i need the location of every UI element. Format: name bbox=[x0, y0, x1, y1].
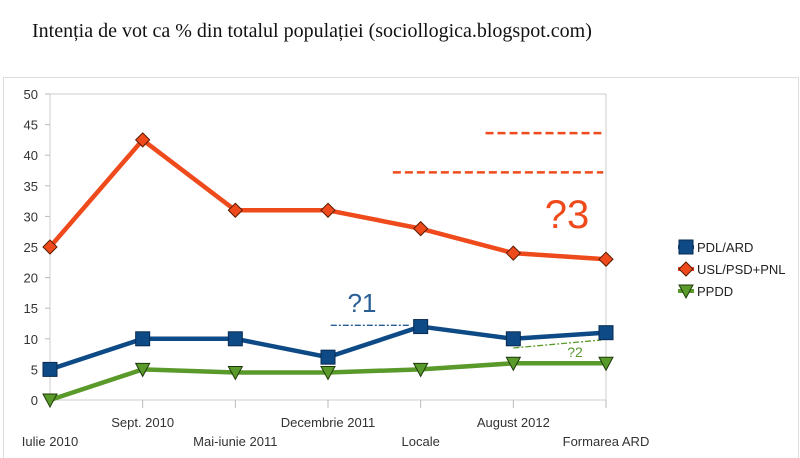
data-point bbox=[134, 362, 151, 378]
y-tick-label: 35 bbox=[24, 179, 38, 194]
data-point bbox=[598, 251, 614, 267]
data-point bbox=[320, 365, 336, 381]
legend-marker bbox=[678, 284, 694, 300]
annotation-line bbox=[513, 339, 602, 349]
annotation-label: ?3 bbox=[545, 193, 590, 237]
y-tick-label: 15 bbox=[24, 301, 38, 316]
data-point bbox=[412, 362, 429, 378]
series-line-usl-psd-pnl bbox=[48, 137, 607, 262]
data-point bbox=[227, 331, 243, 347]
y-tick-label: 0 bbox=[31, 393, 38, 408]
data-point bbox=[134, 132, 151, 148]
x-tick-label: Iulie 2010 bbox=[22, 434, 78, 449]
legend-label: PPDD bbox=[697, 284, 733, 299]
data-point bbox=[598, 325, 614, 341]
data-point bbox=[227, 202, 244, 218]
annotation-label: ?2 bbox=[567, 344, 583, 360]
data-point bbox=[505, 245, 522, 261]
data-point bbox=[412, 220, 429, 237]
x-tick-label: Locale bbox=[402, 434, 440, 449]
x-tick-label: Sept. 2010 bbox=[111, 415, 174, 430]
x-tick-label: Formarea ARD bbox=[563, 434, 650, 449]
annotation-label: ?1 bbox=[348, 288, 377, 318]
data-point bbox=[320, 202, 336, 218]
legend-marker bbox=[678, 261, 694, 277]
data-point bbox=[42, 239, 58, 255]
legend-label: PDL/ARD bbox=[697, 240, 753, 255]
y-tick-label: 40 bbox=[24, 148, 38, 163]
y-tick-label: 25 bbox=[24, 240, 38, 255]
chart-frame bbox=[3, 77, 799, 458]
x-tick-label: Mai-iunie 2011 bbox=[193, 434, 277, 449]
data-point bbox=[505, 331, 521, 347]
data-point bbox=[413, 319, 429, 335]
y-tick-label: 45 bbox=[24, 118, 38, 133]
legend-label: USL/PSD+PNL bbox=[697, 262, 786, 277]
x-tick-label: Decembrie 2011 bbox=[281, 415, 375, 430]
legend-marker bbox=[678, 239, 694, 255]
data-point bbox=[505, 356, 522, 372]
y-tick-label: 50 bbox=[24, 87, 38, 102]
data-point bbox=[42, 361, 58, 377]
y-tick-label: 5 bbox=[31, 362, 38, 377]
data-point bbox=[227, 365, 244, 381]
x-tick-label: August 2012 bbox=[477, 415, 550, 430]
data-point bbox=[598, 356, 614, 372]
y-tick-label: 10 bbox=[24, 332, 38, 347]
y-tick-label: 20 bbox=[24, 271, 38, 286]
y-tick-label: 30 bbox=[24, 209, 38, 224]
data-point bbox=[320, 349, 336, 365]
data-point bbox=[42, 393, 58, 409]
chart-title: Intenția de vot ca % din totalul populaț… bbox=[32, 20, 592, 42]
data-point bbox=[135, 331, 151, 347]
